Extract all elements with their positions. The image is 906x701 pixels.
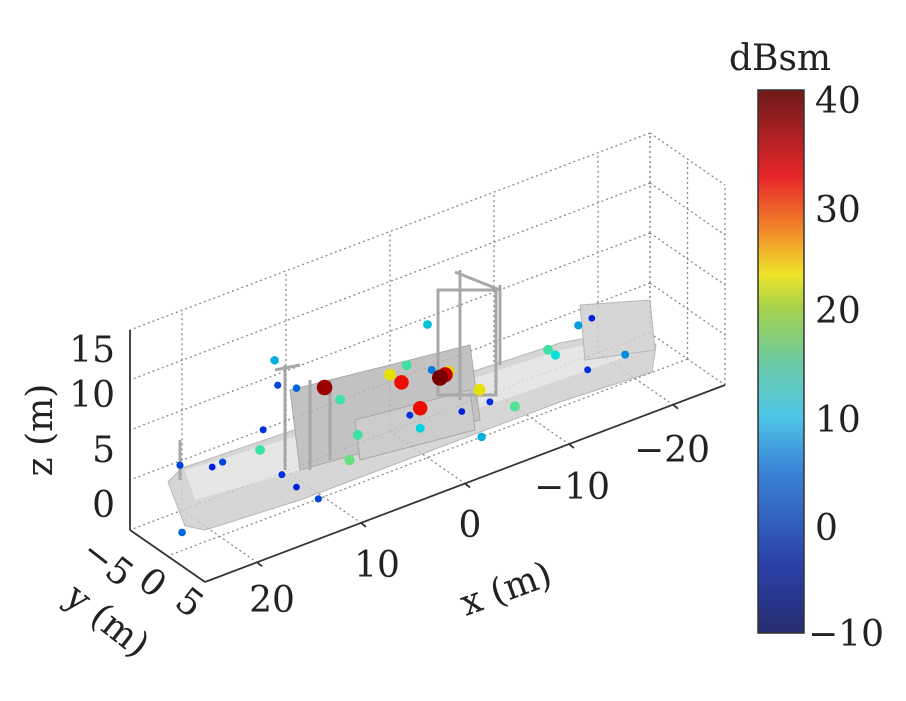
colorbar: dBsm 40 30 20 10 0 −10 [729, 38, 884, 655]
scatter-point [255, 445, 265, 455]
scatter-point [274, 381, 282, 389]
scatter-point [270, 356, 279, 365]
z-axis-label: z (m) [20, 384, 61, 477]
scatter-point [293, 483, 300, 491]
scatter-point [423, 320, 432, 329]
x-tick-label: −20 [634, 430, 710, 471]
scatter-point [509, 401, 520, 412]
scatter-point [621, 350, 630, 359]
scatter-point [458, 408, 466, 415]
grid-line [649, 132, 726, 186]
scatter-point [178, 528, 186, 537]
scatter-point [384, 368, 396, 381]
z-tick-label: 0 [92, 485, 115, 526]
scatter-point [412, 401, 428, 416]
scatter-point [543, 344, 554, 355]
scatter-point [550, 350, 561, 360]
y-axis: −5 0 5 y (m) [57, 530, 211, 666]
colorbar-title: dBsm [729, 38, 831, 79]
scatter-point [574, 321, 583, 330]
scatter-point [486, 398, 494, 406]
scatter-point [352, 429, 363, 440]
scatter-point [278, 471, 286, 479]
scatter-point [427, 365, 436, 374]
x-tick-label: 20 [249, 580, 295, 621]
scatter-point [176, 461, 184, 469]
z-tick-label: 5 [92, 430, 115, 471]
x-axis-label: x (m) [455, 554, 557, 625]
scattering-points [176, 314, 630, 537]
x-tick [672, 403, 679, 410]
colorbar-tick-label: 30 [815, 190, 861, 231]
x-tick [360, 522, 367, 528]
colorbar-tick-label: 10 [815, 400, 861, 441]
y-axis-line [129, 529, 206, 583]
scatter-point [431, 369, 448, 386]
scatter-point [259, 426, 267, 434]
colorbar-tick-label: 20 [815, 291, 861, 332]
scatter-point [314, 495, 322, 503]
x-tick-label: −10 [534, 467, 610, 508]
scatter-point [584, 366, 592, 374]
scatter-point [316, 379, 333, 396]
colorbar-tick-label: −10 [808, 614, 884, 655]
scatter-point [335, 394, 346, 405]
y-tick-label: 5 [167, 580, 210, 626]
scatter-point [394, 375, 409, 390]
ship-model [167, 270, 657, 531]
x-tick [464, 482, 471, 489]
deck-house [354, 389, 476, 461]
scatter-point [477, 432, 486, 442]
colorbar-tick-label: 0 [815, 508, 838, 549]
scatter-point [588, 314, 596, 322]
colorbar-gradient [757, 89, 805, 634]
z-tick-label: 10 [69, 375, 115, 416]
masts [178, 270, 502, 480]
scatter-point [344, 454, 355, 466]
scatter-point [401, 360, 412, 371]
x-tick-label: 10 [354, 545, 400, 586]
z-axis: 15 10 5 0 z (m) [20, 330, 115, 526]
scatter-point [292, 384, 301, 392]
colorbar-tick-label: 40 [815, 81, 861, 122]
x-tick [568, 443, 575, 449]
x-tick-label: 0 [459, 505, 482, 546]
x-tick [256, 561, 263, 568]
z-tick-label: 15 [69, 330, 115, 371]
scatter-point [208, 463, 216, 471]
scatter-point [473, 383, 486, 396]
scatter-point [219, 458, 227, 466]
scatter-point [406, 411, 414, 419]
scatter-point [415, 423, 425, 433]
stern-structure [579, 299, 656, 361]
